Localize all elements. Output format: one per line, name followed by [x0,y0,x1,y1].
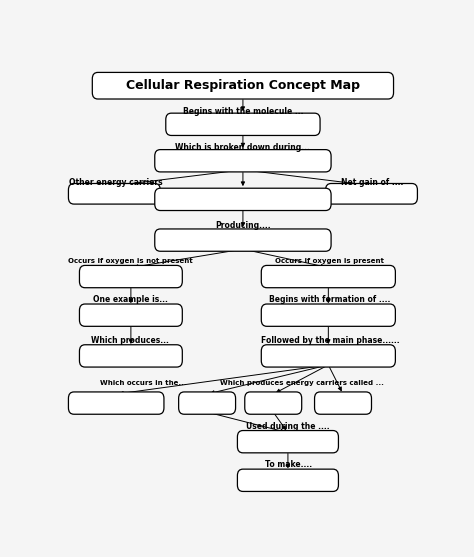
FancyBboxPatch shape [68,183,160,204]
FancyBboxPatch shape [80,266,182,288]
FancyBboxPatch shape [68,392,164,414]
FancyBboxPatch shape [80,345,182,367]
Text: Used during the ....: Used during the .... [246,422,330,431]
FancyBboxPatch shape [179,392,236,414]
Text: Which occurs in the...: Which occurs in the... [100,380,187,387]
FancyBboxPatch shape [80,304,182,326]
Text: Cellular Respiration Concept Map: Cellular Respiration Concept Map [126,79,360,92]
Text: Other energy carriers: Other energy carriers [69,178,162,187]
Text: Net gain of ....: Net gain of .... [341,178,404,187]
FancyBboxPatch shape [261,266,395,288]
FancyBboxPatch shape [237,469,338,491]
Text: Occurs if oxygen is not present: Occurs if oxygen is not present [68,258,192,264]
FancyBboxPatch shape [237,431,338,453]
FancyBboxPatch shape [155,188,331,211]
FancyBboxPatch shape [155,229,331,251]
FancyBboxPatch shape [245,392,301,414]
FancyBboxPatch shape [261,345,395,367]
Text: Occurs if oxygen is present: Occurs if oxygen is present [275,258,384,264]
FancyBboxPatch shape [92,72,393,99]
FancyBboxPatch shape [315,392,372,414]
FancyBboxPatch shape [155,150,331,172]
Text: One example is...: One example is... [93,295,168,304]
Text: Begins with the molecule ...: Begins with the molecule ... [182,106,303,115]
FancyBboxPatch shape [261,304,395,326]
FancyBboxPatch shape [166,113,320,135]
Text: Which is broken down during...: Which is broken down during... [175,143,310,152]
Text: Which produces...: Which produces... [91,335,169,345]
Text: Begins with formation of ....: Begins with formation of .... [269,295,391,304]
Text: Producing....: Producing.... [215,221,271,230]
Text: Followed by the main phase......: Followed by the main phase...... [261,335,399,345]
Text: To make....: To make.... [264,460,312,470]
FancyBboxPatch shape [326,183,418,204]
Text: Which produces energy carriers called ...: Which produces energy carriers called ..… [220,380,383,387]
